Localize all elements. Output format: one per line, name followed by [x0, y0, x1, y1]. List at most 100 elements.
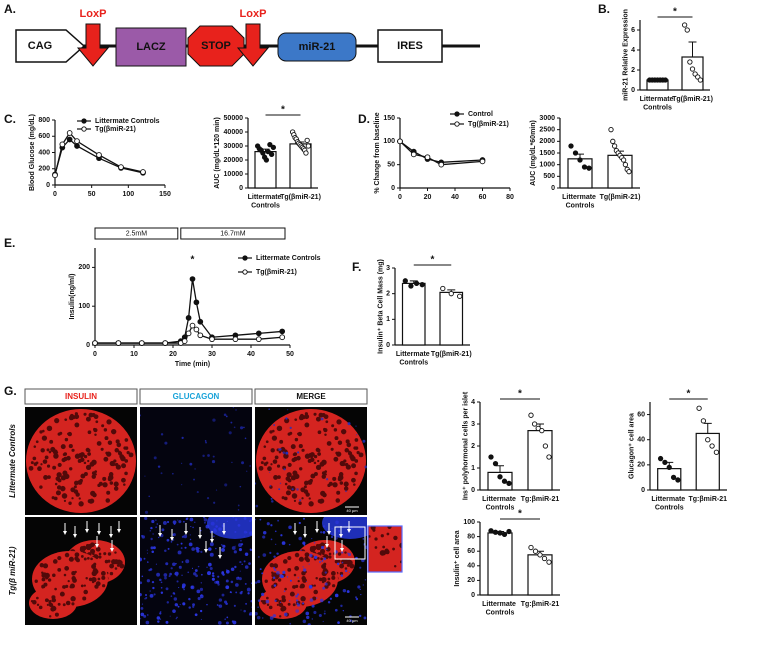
cell-nucleus [73, 485, 77, 489]
glucagon-signal [178, 586, 180, 589]
cell-nucleus [55, 476, 61, 482]
glucagon-blob [322, 517, 367, 539]
glucagon-signal [165, 562, 169, 566]
glucagon-signal [362, 439, 366, 443]
stimulus-label: 2.5mM [126, 230, 148, 237]
cell-nucleus [52, 559, 58, 564]
x-tick-label: Tg(βmiR-21) [280, 194, 321, 201]
glucagon-signal [349, 619, 353, 623]
y-tick-label: 100 [78, 303, 90, 310]
cell-nucleus [294, 565, 300, 571]
cell-nucleus [85, 464, 92, 470]
cell-nucleus [105, 498, 111, 503]
data-point [528, 544, 534, 551]
cell-nucleus [28, 465, 34, 471]
cell-nucleus [90, 548, 96, 554]
element-label: IRES [397, 40, 423, 52]
cell-nucleus [55, 490, 61, 496]
glucagon-signal [283, 590, 286, 593]
data-point [193, 299, 200, 306]
cell-nucleus [90, 557, 93, 561]
cell-nucleus [276, 464, 281, 468]
glucagon-signal [336, 517, 338, 518]
data-point [492, 529, 499, 535]
glucagon-signal [296, 603, 301, 607]
cell-nucleus [337, 476, 343, 482]
cell-nucleus [62, 585, 66, 589]
data-point [577, 157, 583, 163]
glucagon-signal [159, 612, 162, 615]
cell-nucleus [299, 467, 303, 471]
data-point [255, 330, 262, 337]
glucagon-signal [201, 573, 203, 576]
cell-nucleus [272, 429, 275, 433]
cell-nucleus [317, 448, 321, 453]
cell-nucleus [334, 559, 339, 564]
cell-nucleus [287, 462, 292, 467]
glucagon-signal [146, 579, 150, 583]
glucagon-signal [283, 612, 288, 617]
data-point [689, 66, 696, 72]
y-tick-label: 400 [38, 149, 50, 156]
data-point [197, 318, 204, 325]
data-point [620, 157, 627, 163]
glucagon-signal [225, 585, 230, 590]
cell-nucleus [287, 568, 292, 572]
cell-nucleus [313, 589, 318, 595]
cell-nucleus [276, 603, 279, 606]
cell-nucleus [326, 441, 332, 446]
glucagon-signal [165, 620, 169, 624]
glucagon-signal [179, 604, 181, 606]
cell-nucleus [327, 483, 331, 488]
glucagon-signal [241, 461, 245, 465]
cell-nucleus [298, 501, 302, 505]
cell-nucleus [69, 467, 73, 471]
data-point [586, 165, 592, 171]
glucagon-signal [165, 587, 169, 591]
cell-nucleus [318, 412, 324, 418]
glucagon-signal [269, 471, 271, 473]
cell-nucleus [298, 444, 303, 449]
glucagon-signal [209, 542, 214, 547]
cell-nucleus [91, 580, 95, 584]
data-point [138, 340, 145, 346]
glucagon-signal [160, 472, 163, 475]
glucagon-signal [221, 544, 223, 546]
glucagon-signal [287, 409, 289, 411]
cell-nucleus [74, 422, 80, 428]
glucagon-signal [150, 526, 153, 530]
glucagon-signal [229, 591, 232, 594]
cell-nucleus [87, 459, 90, 463]
glucagon-signal [226, 616, 229, 619]
glucagon-signal [143, 557, 146, 560]
glucagon-signal [166, 538, 170, 542]
glucagon-signal [176, 616, 178, 619]
glucagon-signal [144, 594, 148, 597]
cell-nucleus [321, 474, 326, 479]
glucagon-signal [191, 567, 194, 569]
glucagon-signal [273, 584, 277, 587]
data-point [279, 328, 286, 335]
cell-nucleus [297, 579, 300, 583]
cell-nucleus [324, 433, 327, 437]
x-tick-label: 30 [208, 351, 216, 358]
glucagon-signal [364, 465, 367, 469]
cell-nucleus [46, 464, 51, 468]
glucagon-signal [222, 544, 226, 548]
x-tick-label: 40 [451, 194, 459, 201]
cell-nucleus [286, 472, 292, 478]
cell-nucleus [328, 552, 332, 556]
glucagon-signal [156, 523, 159, 525]
glucagon-signal [278, 488, 281, 491]
lacz-box [115, 27, 187, 67]
cell-nucleus [295, 584, 299, 588]
cell-nucleus [124, 446, 129, 450]
glucagon-signal [233, 604, 236, 607]
glucagon-signal [281, 541, 286, 545]
cell-nucleus [309, 452, 315, 458]
loxp-label: LoxP [240, 8, 267, 20]
cell-nucleus [74, 412, 78, 416]
cell-nucleus [308, 497, 311, 500]
glucagon-signal [347, 422, 351, 426]
glucagon-signal [164, 549, 167, 553]
